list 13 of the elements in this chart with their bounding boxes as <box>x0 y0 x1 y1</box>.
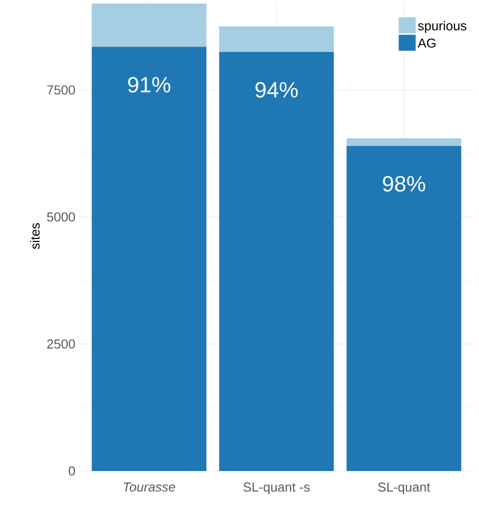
y-tick-label: 7500 <box>47 85 75 95</box>
legend-label: AG <box>418 38 436 48</box>
x-tick-label: Tourasse <box>124 482 176 492</box>
y-axis-title: sites <box>30 223 40 250</box>
y-tick-label: 5000 <box>47 212 75 222</box>
y-tick-label: 0 <box>68 466 75 476</box>
annotation: 94% <box>256 82 298 98</box>
legend-label: spurious <box>418 20 466 33</box>
x-tick-label: SL-quant -s <box>243 482 310 494</box>
annotation: 98% <box>382 176 426 192</box>
annotation: 91% <box>128 76 170 93</box>
x-tick-label: SL-quant <box>378 482 430 494</box>
y-tick-label: 2500 <box>47 339 75 349</box>
